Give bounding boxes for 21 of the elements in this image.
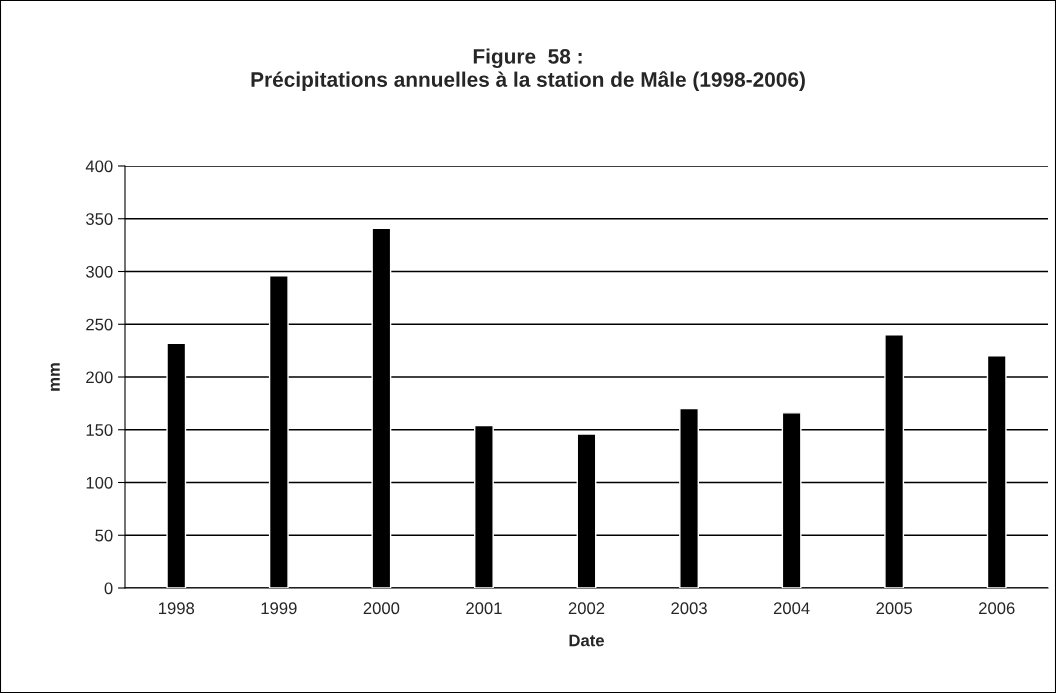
y-tick-label: 150 bbox=[86, 424, 113, 436]
y-tick-label: 50 bbox=[95, 529, 113, 542]
x-tick-label: 1999 bbox=[261, 602, 297, 615]
y-tick-label: 200 bbox=[86, 371, 113, 384]
x-tick-label: 1998 bbox=[159, 602, 195, 615]
x-tick-label: 2003 bbox=[671, 602, 707, 615]
y-tick-label: 250 bbox=[86, 318, 113, 331]
x-tick-label: 2002 bbox=[568, 602, 605, 615]
x-tick-label: 2004 bbox=[773, 602, 810, 615]
x-tick-label: 2000 bbox=[363, 602, 400, 615]
x-tick-label: 2005 bbox=[876, 602, 913, 615]
y-tick-label: 400 bbox=[85, 160, 113, 173]
y-axis-title: mm bbox=[50, 363, 60, 391]
y-tick-label: 0 bbox=[104, 582, 113, 595]
chart-title: Figure 58 : Précipitations annuelles à la station de Mâle (1998-2006) bbox=[251, 48, 805, 92]
x-tick-label: 2001 bbox=[466, 602, 502, 615]
y-tick-label: 100 bbox=[86, 476, 113, 489]
x-axis-title: Date bbox=[569, 634, 604, 647]
y-tick-label: 300 bbox=[86, 265, 113, 278]
y-tick-label: 350 bbox=[86, 213, 113, 225]
x-tick-label: 2006 bbox=[979, 602, 1015, 615]
